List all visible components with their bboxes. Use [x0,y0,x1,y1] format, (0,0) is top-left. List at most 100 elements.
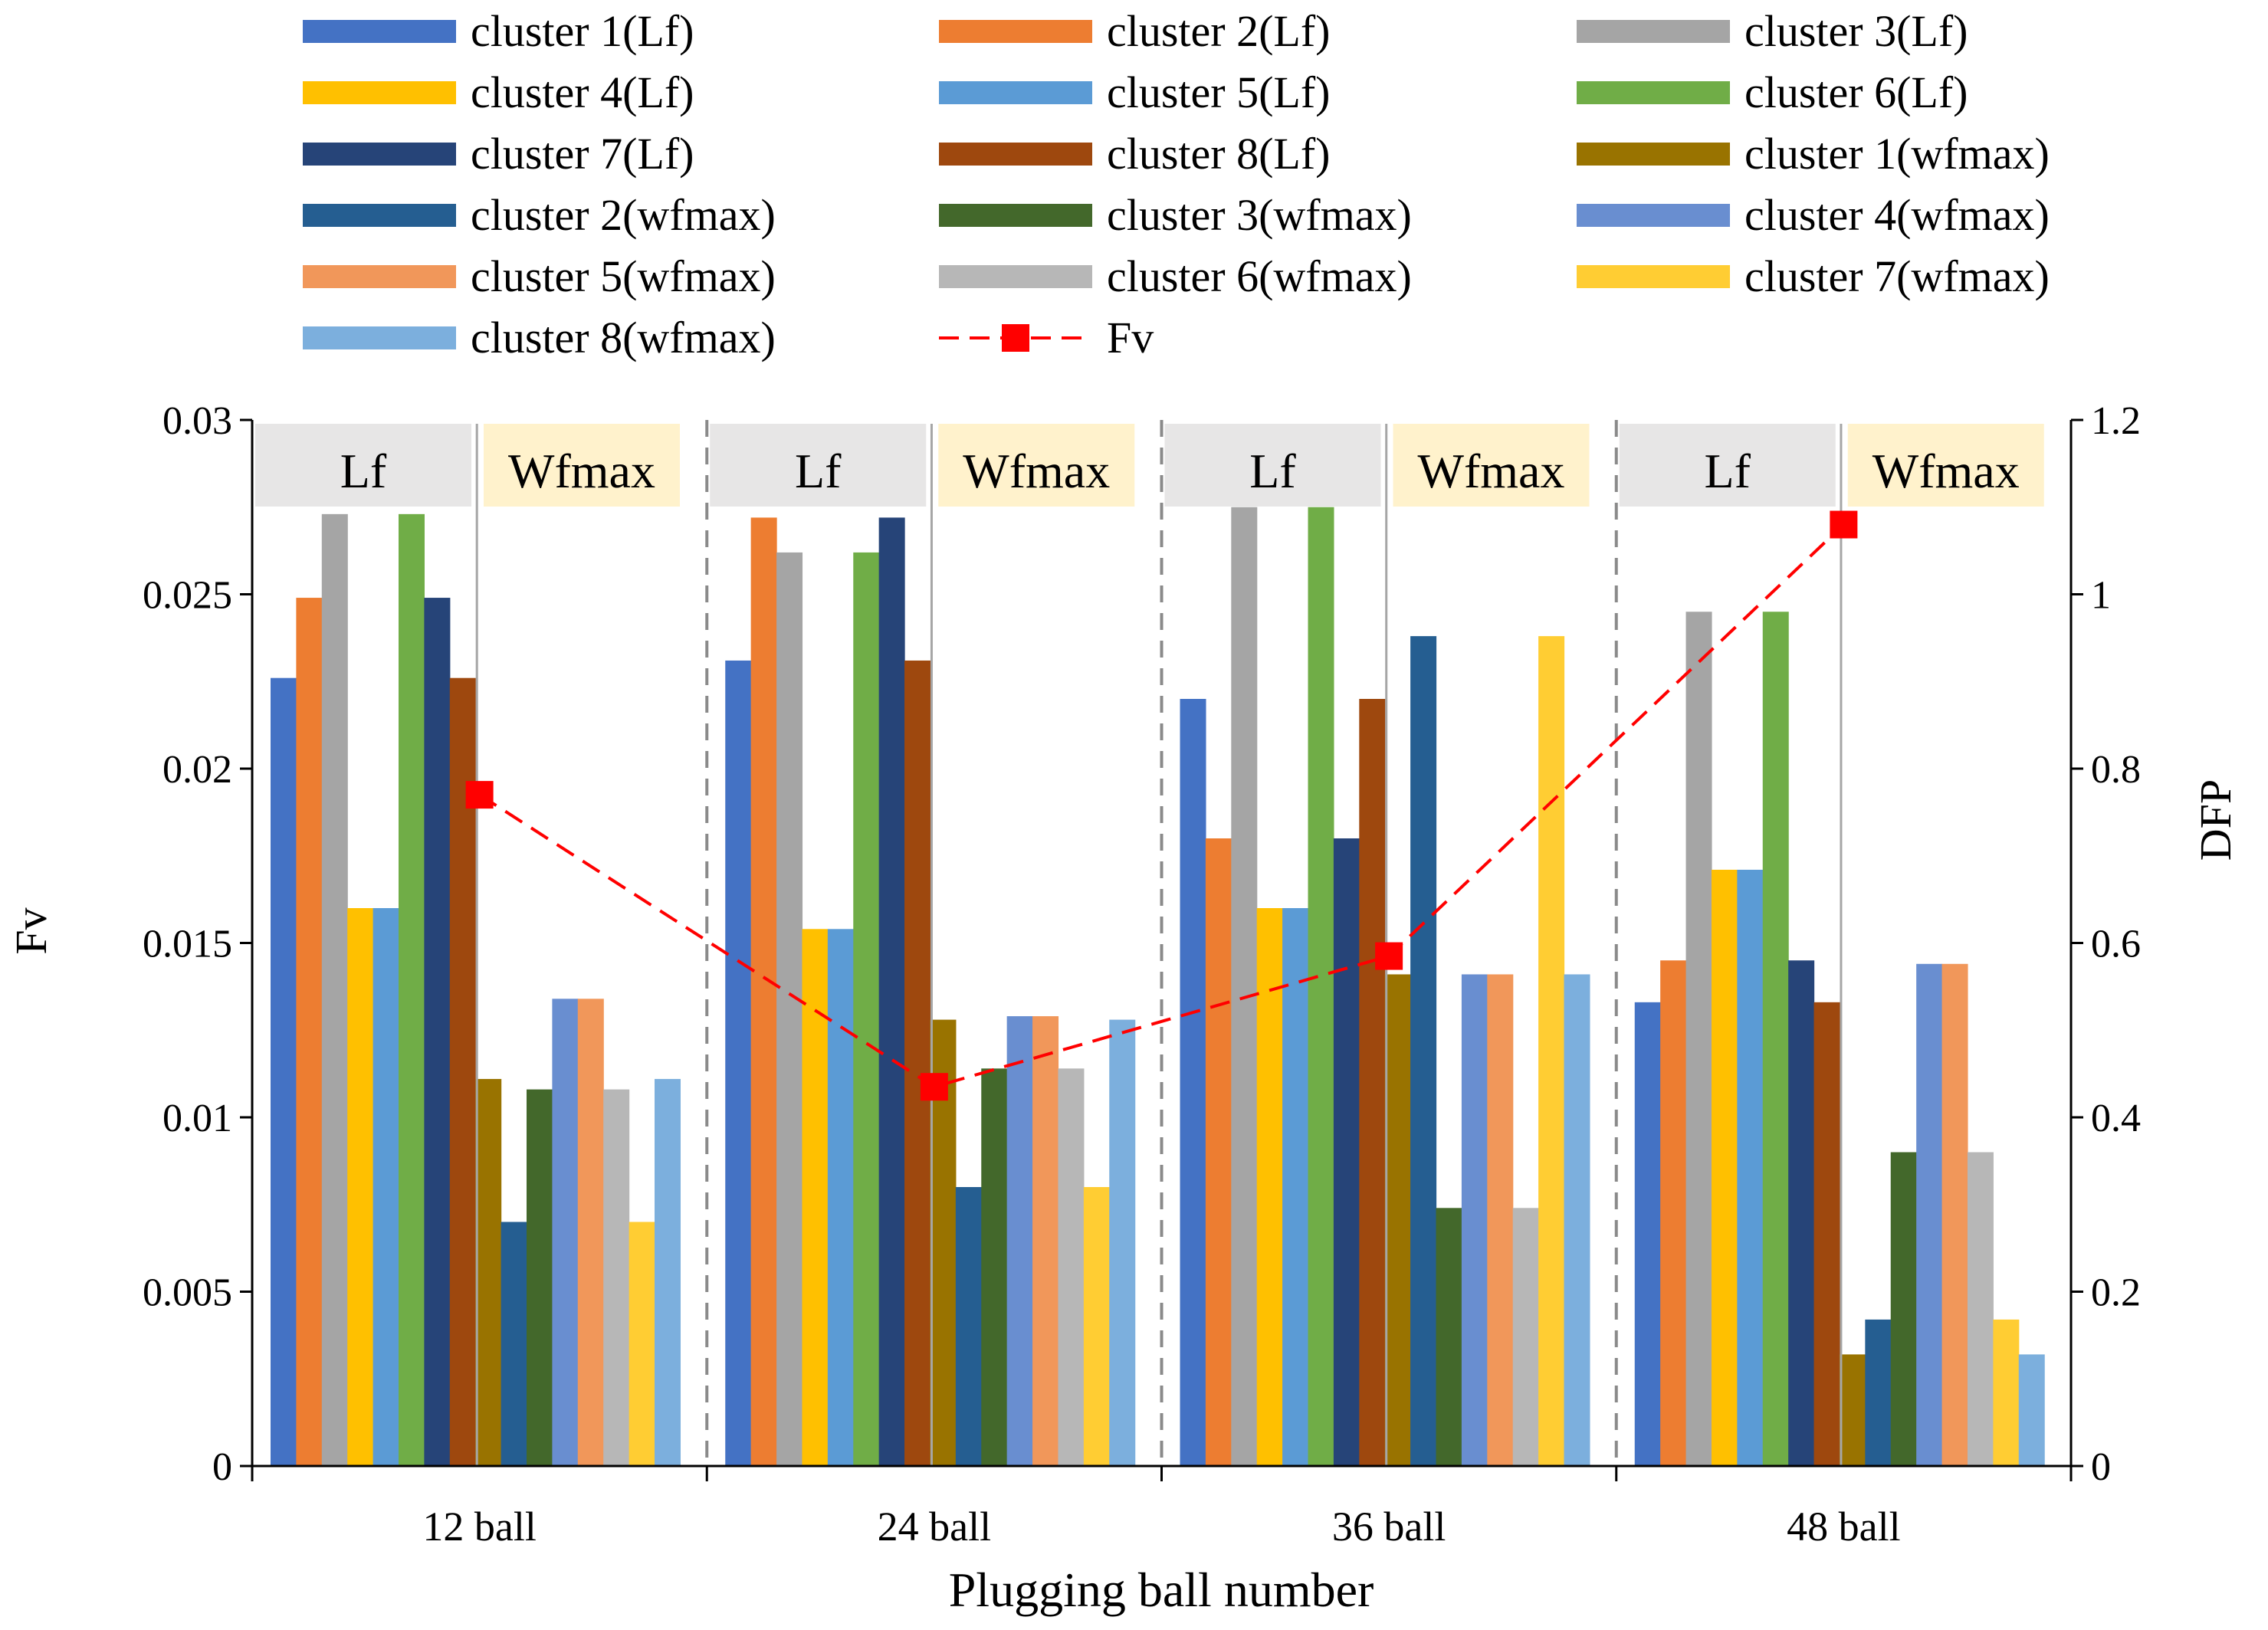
bar [1564,974,1590,1466]
bar [1487,974,1514,1466]
legend-swatch [1577,20,1730,43]
legend-swatch [1577,265,1730,288]
bar [1308,507,1334,1466]
lf-label-box [1164,424,1381,507]
bar [1685,612,1712,1466]
bar [501,1222,527,1466]
legend-swatch [303,265,456,288]
y2-tick-label: 1.2 [2091,399,2141,443]
bar [1032,1016,1059,1466]
wfmax-label: Wfmax [963,444,1110,498]
fv-marker [465,781,494,809]
legend-marker-swatch [1002,324,1029,352]
legend-swatch [303,204,456,227]
legend-label: cluster 4(Lf) [471,67,694,117]
legend-label: Fv [1107,313,1154,362]
wfmax-label: Wfmax [1418,444,1565,498]
fv-marker [1830,510,1858,539]
bar [1282,908,1309,1466]
bar [629,1222,655,1466]
legend-label: cluster 6(Lf) [1744,67,1968,117]
legend-swatch [939,20,1092,43]
legend-label: cluster 2(Lf) [1107,6,1330,56]
bar [399,513,425,1466]
bar [1813,1002,1840,1466]
x-tick-label: 12 ball [422,1504,536,1550]
bar [1839,1354,1866,1466]
wfmax-label: Wfmax [508,444,655,498]
bar [1634,1002,1661,1466]
y2-tick-label: 1 [2091,574,2111,618]
y-tick-label: 0.03 [162,399,232,443]
lf-label-box [255,424,471,507]
legend-label: cluster 6(wfmax) [1107,251,1412,301]
bar [552,999,579,1466]
y-axis-title: Fv [6,907,56,954]
bar [1967,1152,1994,1466]
legend-label: cluster 7(wfmax) [1744,251,2050,301]
bar [1436,1208,1462,1466]
bar [603,1089,630,1466]
bar [1538,636,1565,1466]
lf-label: Lf [795,444,842,498]
bar [725,660,752,1467]
bar [1333,838,1360,1466]
lf-label: Lf [340,444,387,498]
x-tick-label: 24 ball [878,1504,991,1550]
bar [1737,869,1764,1466]
wfmax-label-box [1393,424,1590,507]
bar [827,929,854,1466]
lf-label: Lf [1705,444,1751,498]
bar [655,1078,681,1466]
x-axis-title: Plugging ball number [949,1563,1374,1617]
legend-label: cluster 8(wfmax) [471,313,776,362]
legend-swatch [1577,204,1730,227]
bar [1359,699,1386,1466]
legend-label: cluster 1(Lf) [471,6,694,56]
legend-label: cluster 7(Lf) [471,129,694,179]
group-label-boxes: Lf Wfmax Lf Wfmax Lf Wfmax Lf Wfmax [255,424,2044,507]
y-tick-label: 0.01 [162,1097,232,1140]
bar [1660,960,1687,1466]
legend: cluster 1(Lf) cluster 2(Lf) cluster 3(Lf) c… [303,6,2050,362]
legend-label: cluster 3(Lf) [1744,6,1968,56]
bar [1916,963,1943,1466]
y2-tick-label: 0.6 [2091,923,2141,966]
y2-axis-title: DFP [2191,779,2240,861]
y2-tick-label: 0.4 [2091,1097,2141,1140]
bar [750,517,777,1466]
fv-marker [1375,942,1403,970]
bar [1384,974,1411,1466]
bar [904,660,931,1467]
lf-label-box [710,424,927,507]
bar [1006,1016,1033,1466]
bar [1058,1068,1085,1466]
y-tick-label: 0.02 [162,748,232,792]
legend-label: cluster 5(Lf) [1107,67,1330,117]
bar [1256,908,1283,1466]
legend-label: cluster 4(wfmax) [1744,190,2050,240]
bar [1083,1187,1110,1466]
legend-swatch [939,265,1092,288]
group-separators [475,420,1843,1466]
legend-swatch [303,20,456,43]
bar [1865,1319,1892,1466]
legend-label: cluster 8(Lf) [1107,129,1330,179]
bar [776,552,803,1466]
fv-line [478,523,1845,1089]
x-tick-label: 36 ball [1332,1504,1446,1550]
lf-label: Lf [1249,444,1296,498]
legend-swatch [939,143,1092,166]
bar [1941,963,1968,1466]
fv-line-series [465,510,1858,1101]
wfmax-label-box [484,424,680,507]
x-tick-label: 48 ball [1787,1504,1900,1550]
legend-swatch [303,81,456,104]
bar [955,1187,982,1466]
y-tick-label: 0.025 [143,574,232,618]
axis-ticks: 0 0.005 0.01 0.015 0.02 0.025 0.03 0 0.2 0.4 0.6 0.… [143,399,2141,1550]
bar [1788,960,1815,1466]
bar [1890,1152,1917,1466]
bar [1180,699,1206,1466]
